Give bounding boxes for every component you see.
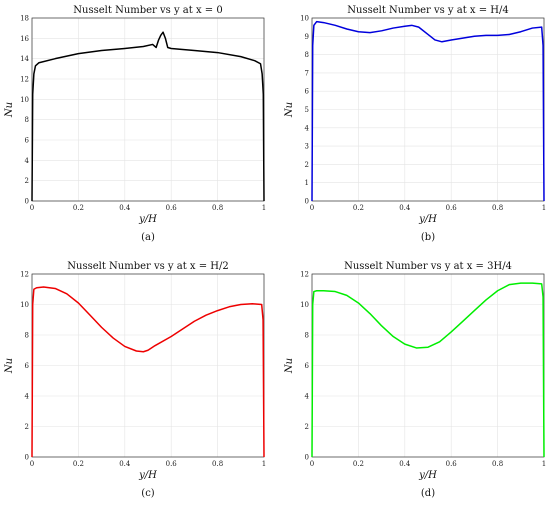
y-axis-label: Nu <box>4 358 15 374</box>
y-tick-label: 10 <box>300 15 309 23</box>
x-tick-label: 0.6 <box>446 204 458 212</box>
y-tick-label: 7 <box>305 69 309 77</box>
x-axis-label: y/H <box>138 214 157 225</box>
y-tick-label: 10 <box>20 301 29 309</box>
series-line <box>31 286 265 458</box>
y-tick-label: 4 <box>25 157 30 165</box>
chart-title: Nusselt Number vs y at x = 0 <box>73 5 222 16</box>
x-tick-label: 0 <box>310 204 314 212</box>
x-tick-label: 1 <box>542 204 546 212</box>
x-tick-label: 0.6 <box>166 460 178 468</box>
y-tick-label: 6 <box>25 137 30 145</box>
chart-title: Nusselt Number vs y at x = 3H/4 <box>344 261 512 272</box>
y-axis-label: Nu <box>284 358 295 374</box>
y-tick-label: 6 <box>305 88 310 96</box>
panel-label: (a) <box>141 232 155 243</box>
x-tick-label: 1 <box>542 460 546 468</box>
y-tick-label: 8 <box>305 332 309 340</box>
y-tick-label: 8 <box>305 51 309 59</box>
x-tick-label: 0.4 <box>399 204 411 212</box>
y-tick-label: 12 <box>300 271 309 279</box>
panel-label: (b) <box>421 232 435 243</box>
y-tick-label: 2 <box>305 161 309 169</box>
y-tick-label: 12 <box>20 76 29 84</box>
series-line <box>311 282 545 458</box>
x-tick-label: 0.4 <box>119 460 131 468</box>
series-line <box>31 31 265 202</box>
panel-label: (d) <box>421 488 435 499</box>
series-line <box>311 20 545 202</box>
x-tick-label: 0.6 <box>166 204 178 212</box>
x-axis-label: y/H <box>418 214 437 225</box>
y-tick-label: 2 <box>305 423 309 431</box>
x-tick-label: 1 <box>262 204 266 212</box>
y-tick-label: 10 <box>20 96 29 104</box>
y-tick-label: 0 <box>25 454 29 462</box>
y-tick-label: 16 <box>20 35 29 43</box>
y-tick-label: 2 <box>25 423 29 431</box>
x-tick-label: 0 <box>30 460 34 468</box>
y-tick-label: 6 <box>25 362 30 370</box>
x-tick-label: 0.2 <box>353 460 364 468</box>
y-tick-label: 6 <box>305 362 310 370</box>
y-tick-label: 8 <box>25 332 29 340</box>
y-tick-label: 8 <box>25 116 29 124</box>
y-tick-label: 1 <box>305 179 309 187</box>
x-tick-label: 0.8 <box>492 204 503 212</box>
y-tick-label: 12 <box>20 271 29 279</box>
x-tick-label: 0.4 <box>119 204 131 212</box>
y-tick-label: 9 <box>305 33 309 41</box>
panel-label: (c) <box>141 488 155 499</box>
y-tick-label: 4 <box>305 124 310 132</box>
y-axis-label: Nu <box>284 102 295 118</box>
x-tick-label: 0.2 <box>73 204 84 212</box>
x-tick-label: 0.2 <box>353 204 364 212</box>
x-tick-label: 0.4 <box>399 460 411 468</box>
y-axis-label: Nu <box>4 102 15 118</box>
x-tick-label: 1 <box>262 460 266 468</box>
chart-title: Nusselt Number vs y at x = H/4 <box>347 5 509 16</box>
y-tick-label: 5 <box>305 106 309 114</box>
x-tick-label: 0 <box>30 204 34 212</box>
y-tick-label: 10 <box>300 301 309 309</box>
y-tick-label: 0 <box>25 198 29 206</box>
x-tick-label: 0.6 <box>446 460 458 468</box>
y-tick-label: 14 <box>20 55 29 63</box>
x-tick-label: 0.8 <box>212 204 223 212</box>
x-tick-label: 0 <box>310 460 314 468</box>
y-tick-label: 2 <box>25 177 29 185</box>
y-tick-label: 4 <box>305 393 310 401</box>
x-tick-label: 0.8 <box>492 460 503 468</box>
y-tick-label: 0 <box>305 198 309 206</box>
y-tick-label: 0 <box>305 454 309 462</box>
y-tick-label: 18 <box>20 15 29 23</box>
x-axis-label: y/H <box>138 470 157 481</box>
x-tick-label: 0.2 <box>73 460 84 468</box>
y-tick-label: 4 <box>25 393 30 401</box>
x-axis-label: y/H <box>418 470 437 481</box>
x-tick-label: 0.8 <box>212 460 223 468</box>
y-tick-label: 3 <box>305 143 309 151</box>
chart-title: Nusselt Number vs y at x = H/2 <box>67 261 229 272</box>
